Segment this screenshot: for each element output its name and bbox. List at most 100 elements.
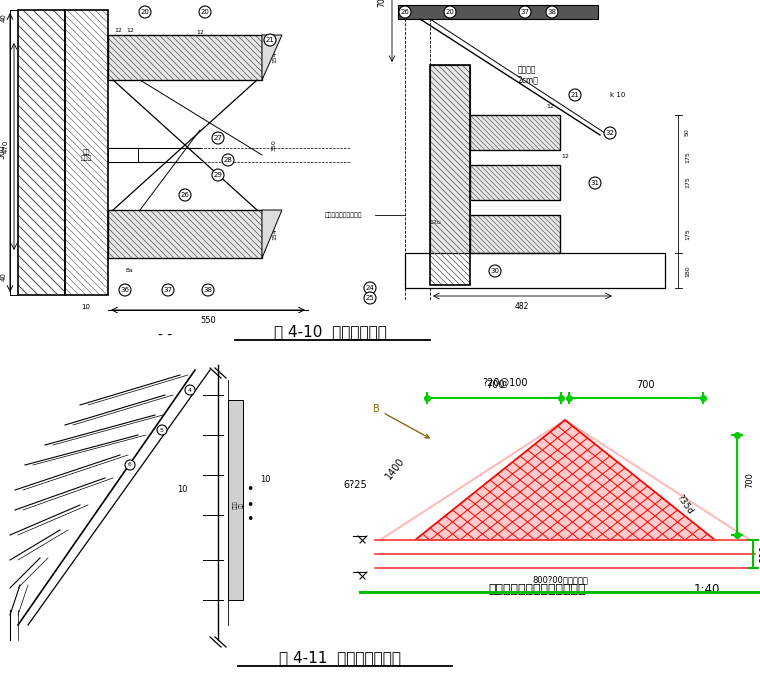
Polygon shape [262, 35, 282, 80]
Text: 800: 800 [759, 545, 760, 563]
Text: k 10: k 10 [610, 92, 625, 98]
Text: 20: 20 [445, 9, 454, 15]
Text: 图 4-11  钢管斜撑示意图: 图 4-11 钢管斜撑示意图 [279, 651, 401, 666]
Polygon shape [262, 210, 282, 258]
Text: •: • [246, 499, 254, 512]
Text: 1:40: 1:40 [694, 583, 720, 596]
Text: 25: 25 [366, 295, 375, 301]
PathPatch shape [430, 65, 470, 285]
Text: 10: 10 [81, 304, 90, 310]
Circle shape [185, 385, 195, 395]
Text: 26: 26 [181, 192, 189, 198]
Circle shape [222, 154, 234, 166]
Text: 20: 20 [201, 9, 210, 15]
Text: 560: 560 [0, 145, 6, 160]
Bar [430, 65, 470, 285]
Text: 20: 20 [141, 9, 150, 15]
Text: 钢支撑牛腿（斜支座）配筋图: 钢支撑牛腿（斜支座）配筋图 [488, 583, 586, 596]
Text: ?20@100: ?20@100 [483, 377, 527, 387]
Bar [405, 253, 665, 288]
Text: 10: 10 [260, 475, 271, 484]
Circle shape [125, 460, 135, 470]
Text: 钢栏杆
支撑: 钢栏杆 支撑 [233, 501, 243, 509]
Text: 700: 700 [377, 0, 386, 8]
Text: B: B [373, 404, 429, 438]
Text: 175: 175 [685, 176, 690, 188]
Text: 40: 40 [1, 272, 7, 281]
Text: 10: 10 [178, 486, 188, 494]
Circle shape [139, 6, 151, 18]
Bar [470, 115, 560, 150]
Text: 180: 180 [685, 265, 690, 277]
Text: ?35d: ?35d [675, 493, 695, 516]
Text: 29: 29 [214, 172, 223, 178]
Text: 31: 31 [591, 180, 600, 186]
Text: 38: 38 [204, 287, 213, 293]
Text: 26: 26 [401, 9, 410, 15]
PathPatch shape [470, 165, 560, 200]
Text: 50: 50 [685, 128, 690, 136]
Text: 550: 550 [200, 316, 216, 325]
Circle shape [489, 265, 501, 277]
Text: 28: 28 [223, 157, 233, 163]
Text: 37: 37 [163, 287, 173, 293]
Polygon shape [415, 420, 715, 540]
Bar [470, 165, 560, 200]
Text: 38: 38 [547, 9, 556, 15]
PathPatch shape [470, 115, 560, 150]
Text: 36: 36 [121, 287, 129, 293]
Text: 1400: 1400 [384, 456, 407, 481]
Text: 800?00钢管层压检: 800?00钢管层压检 [532, 576, 588, 584]
Circle shape [364, 292, 376, 304]
Text: 470: 470 [3, 140, 9, 153]
Text: 12: 12 [546, 104, 554, 110]
Circle shape [179, 189, 191, 201]
Text: 27: 27 [214, 135, 223, 141]
Circle shape [162, 284, 174, 296]
Text: 24: 24 [366, 285, 375, 291]
Circle shape [546, 6, 558, 18]
Bar [470, 215, 560, 253]
Text: 21: 21 [571, 92, 579, 98]
Text: 30: 30 [490, 268, 499, 274]
Text: 482: 482 [515, 302, 529, 311]
Text: 12: 12 [196, 29, 204, 35]
Text: 12: 12 [126, 27, 134, 33]
Circle shape [399, 6, 411, 18]
Text: 12: 12 [561, 155, 569, 160]
Text: 37: 37 [521, 9, 530, 15]
Circle shape [212, 132, 224, 144]
Text: 地下连续墙外侧隔离线: 地下连续墙外侧隔离线 [325, 212, 363, 218]
Text: 21: 21 [265, 37, 274, 43]
Text: •: • [246, 484, 254, 496]
Circle shape [569, 89, 581, 101]
Text: 砂浆抹平
2cm厚: 砂浆抹平 2cm厚 [518, 65, 539, 85]
Text: 图 4-10  钢围檩示意图: 图 4-10 钢围檩示意图 [274, 325, 386, 340]
Text: 700: 700 [636, 380, 654, 390]
Bar [108, 210, 262, 258]
Text: 175: 175 [685, 151, 690, 163]
PathPatch shape [470, 215, 560, 253]
Text: - -: - - [158, 328, 172, 342]
Circle shape [444, 6, 456, 18]
Text: 8a: 8a [126, 267, 134, 273]
PathPatch shape [108, 210, 262, 258]
Text: 32: 32 [606, 130, 614, 136]
Text: 6: 6 [128, 462, 132, 467]
Circle shape [119, 284, 131, 296]
Circle shape [199, 6, 211, 18]
Text: 40: 40 [1, 13, 7, 22]
Text: 154: 154 [272, 228, 277, 240]
Bar [18, 10, 65, 295]
Text: 12u: 12u [429, 220, 441, 226]
Bar [228, 400, 243, 600]
Text: 350: 350 [272, 139, 277, 151]
Circle shape [604, 127, 616, 139]
Text: 6?25: 6?25 [344, 480, 367, 490]
Text: 700: 700 [745, 472, 754, 488]
PathPatch shape [108, 35, 262, 80]
Text: 12: 12 [114, 27, 122, 33]
Circle shape [157, 425, 167, 435]
Text: 154: 154 [272, 52, 277, 63]
Text: 175: 175 [685, 228, 690, 240]
